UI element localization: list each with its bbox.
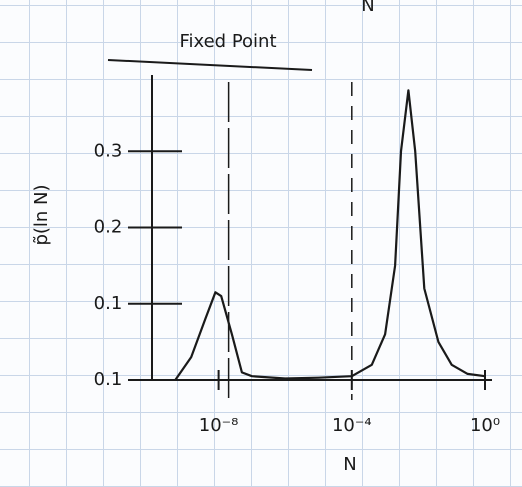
x-axis-label: N — [343, 454, 356, 475]
y-tick-label: 0.2 — [94, 217, 123, 238]
data-line — [174, 89, 486, 381]
y-axis-label: p̃(ln N) — [31, 184, 52, 245]
chart-title: Fixed Point — [179, 31, 276, 52]
top-note: N — [361, 0, 374, 16]
x-tick-label: 10⁻⁴ — [332, 415, 372, 436]
y-tick-label: 0.1 — [94, 293, 123, 314]
title-underline — [107, 59, 313, 71]
x-tick-label: 10⁰ — [470, 415, 500, 436]
y-tick-label: 0.1 — [94, 369, 123, 390]
y-tick-label: 0.3 — [94, 140, 123, 161]
x-tick-label: 10⁻⁸ — [199, 415, 239, 436]
